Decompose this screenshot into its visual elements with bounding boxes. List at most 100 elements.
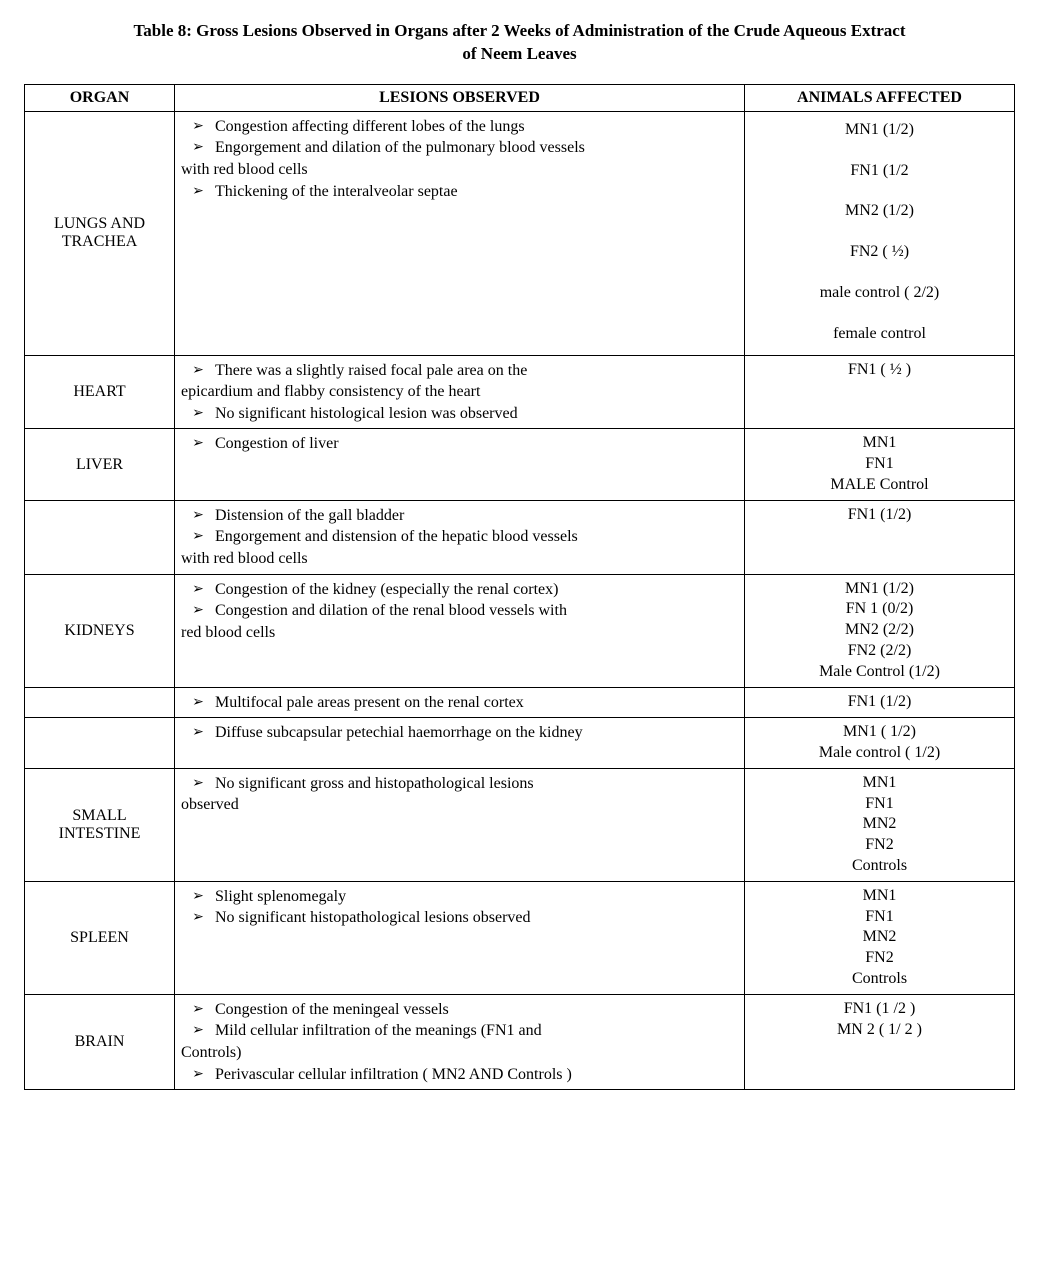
animals-cell: FN1 (1/2) (745, 687, 1015, 718)
lesion-continuation-line: red blood cells (181, 622, 738, 644)
animal-affected: male control ( 2/2) (751, 283, 1008, 304)
lesion-text: with red blood cells (181, 159, 738, 181)
organ-cell: BRAIN (25, 994, 175, 1089)
lesion-text: No significant histological lesion was o… (215, 403, 738, 425)
lesions-cell: ➢Congestion affecting different lobes of… (175, 111, 745, 355)
lesion-continuation-line: observed (181, 794, 738, 816)
table-row: BRAIN➢Congestion of the meningeal vessel… (25, 994, 1015, 1089)
animal-affected: FN1 (751, 454, 1008, 475)
bullet-icon: ➢ (181, 999, 215, 1018)
lesion-text: Thickening of the interalveolar septae (215, 181, 738, 203)
table-body: LUNGS AND TRACHEA➢Congestion affecting d… (25, 111, 1015, 1089)
lesion-text: Slight splenomegaly (215, 886, 738, 908)
organ-cell: SPLEEN (25, 881, 175, 994)
lesion-bullet-line: ➢Congestion of the kidney (especially th… (181, 579, 738, 601)
table-row: ➢Multifocal pale areas present on the re… (25, 687, 1015, 718)
lesions-cell: ➢Diffuse subcapsular petechial haemorrha… (175, 718, 745, 769)
bullet-icon: ➢ (181, 907, 215, 926)
table-row: ➢Distension of the gall bladder➢Engorgem… (25, 500, 1015, 574)
lesion-bullet-line: ➢Multifocal pale areas present on the re… (181, 692, 738, 714)
bullet-icon: ➢ (181, 579, 215, 598)
lesion-text: Engorgement and dilation of the pulmonar… (215, 137, 738, 159)
animal-affected: MN1 ( 1/2) (751, 722, 1008, 743)
animal-affected: MN1 (751, 433, 1008, 454)
bullet-icon: ➢ (181, 403, 215, 422)
lesion-text: Distension of the gall bladder (215, 505, 738, 527)
lesion-text: Engorgement and distension of the hepati… (215, 526, 738, 548)
animals-cell: FN1 (1 /2 )MN 2 ( 1/ 2 ) (745, 994, 1015, 1089)
lesions-cell: ➢Multifocal pale areas present on the re… (175, 687, 745, 718)
lesion-bullet-line: ➢No significant histopathological lesion… (181, 907, 738, 929)
animal-affected: FN 1 (0/2) (751, 599, 1008, 620)
lesion-text: Congestion affecting different lobes of … (215, 116, 738, 138)
animals-cell: MN1 ( 1/2)Male control ( 1/2) (745, 718, 1015, 769)
bullet-icon: ➢ (181, 505, 215, 524)
animals-cell: MN1FN1MN2FN2Controls (745, 768, 1015, 881)
lesion-bullet-line: ➢Slight splenomegaly (181, 886, 738, 908)
animal-affected: MN1 (751, 886, 1008, 907)
lesion-text: epicardium and flabby consistency of the… (181, 381, 738, 403)
lesion-text: with red blood cells (181, 548, 738, 570)
animal-affected: female control (751, 324, 1008, 345)
bullet-icon: ➢ (181, 773, 215, 792)
organ-cell (25, 718, 175, 769)
lesion-bullet-line: ➢Mild cellular infiltration of the meani… (181, 1020, 738, 1042)
lesion-bullet-line: ➢No significant histological lesion was … (181, 403, 738, 425)
lesion-bullet-line: ➢Congestion affecting different lobes of… (181, 116, 738, 138)
animals-cell: MN1FN1MALE Control (745, 429, 1015, 500)
header-organ: ORGAN (25, 84, 175, 111)
bullet-icon: ➢ (181, 181, 215, 200)
organ-cell (25, 500, 175, 574)
lesion-text: Congestion of liver (215, 433, 738, 455)
animal-affected: MN2 (1/2) (751, 201, 1008, 222)
animals-cell: MN1FN1MN2FN2Controls (745, 881, 1015, 994)
lesion-continuation-line: epicardium and flabby consistency of the… (181, 381, 738, 403)
lesions-cell: ➢Congestion of liver (175, 429, 745, 500)
animal-affected: FN1 ( ½ ) (751, 360, 1008, 381)
bullet-icon: ➢ (181, 692, 215, 711)
lesion-text: Congestion of the meningeal vessels (215, 999, 738, 1021)
animal-affected: MN2 (751, 814, 1008, 835)
organ-cell: KIDNEYS (25, 574, 175, 687)
lesion-continuation-line: with red blood cells (181, 548, 738, 570)
bullet-icon: ➢ (181, 722, 215, 741)
lesion-text: Controls) (181, 1042, 738, 1064)
lesion-bullet-line: ➢Perivascular cellular infiltration ( MN… (181, 1064, 738, 1086)
lesion-text: Congestion and dilation of the renal blo… (215, 600, 738, 622)
lesions-table: ORGAN LESIONS OBSERVED ANIMALS AFFECTED … (24, 84, 1015, 1090)
bullet-icon: ➢ (181, 1064, 215, 1083)
organ-cell: SMALL INTESTINE (25, 768, 175, 881)
table-row: LUNGS AND TRACHEA➢Congestion affecting d… (25, 111, 1015, 355)
lesion-text: No significant gross and histopathologic… (215, 773, 738, 795)
lesion-bullet-line: ➢Thickening of the interalveolar septae (181, 181, 738, 203)
animal-affected: FN2 ( ½) (751, 242, 1008, 263)
title-line1: Table 8: Gross Lesions Observed in Organ… (134, 21, 906, 40)
bullet-icon: ➢ (181, 116, 215, 135)
lesion-bullet-line: ➢Congestion of the meningeal vessels (181, 999, 738, 1021)
animal-affected: MALE Control (751, 475, 1008, 496)
animals-cell: FN1 (1/2) (745, 500, 1015, 574)
table-title: Table 8: Gross Lesions Observed in Organ… (24, 20, 1015, 66)
animal-affected: MN1 (751, 773, 1008, 794)
table-row: ➢Diffuse subcapsular petechial haemorrha… (25, 718, 1015, 769)
lesion-text: No significant histopathological lesions… (215, 907, 738, 929)
organ-cell: LIVER (25, 429, 175, 500)
animal-affected: MN2 (2/2) (751, 620, 1008, 641)
lesion-bullet-line: ➢Diffuse subcapsular petechial haemorrha… (181, 722, 738, 744)
lesion-text: red blood cells (181, 622, 738, 644)
animals-cell: MN1 (1/2)FN1 (1/2MN2 (1/2)FN2 ( ½)male c… (745, 111, 1015, 355)
bullet-icon: ➢ (181, 433, 215, 452)
animal-affected: FN1 (1/2) (751, 692, 1008, 713)
bullet-icon: ➢ (181, 526, 215, 545)
lesions-cell: ➢Congestion of the meningeal vessels➢Mil… (175, 994, 745, 1089)
table-row: LIVER➢Congestion of liverMN1FN1MALE Cont… (25, 429, 1015, 500)
lesion-text: Multifocal pale areas present on the ren… (215, 692, 738, 714)
lesion-text: observed (181, 794, 738, 816)
lesions-cell: ➢Congestion of the kidney (especially th… (175, 574, 745, 687)
table-header-row: ORGAN LESIONS OBSERVED ANIMALS AFFECTED (25, 84, 1015, 111)
lesion-bullet-line: ➢Engorgement and dilation of the pulmona… (181, 137, 738, 159)
bullet-icon: ➢ (181, 137, 215, 156)
lesion-bullet-line: ➢There was a slightly raised focal pale … (181, 360, 738, 382)
animal-affected: FN2 (2/2) (751, 641, 1008, 662)
animal-affected: FN1 (1 /2 ) (751, 999, 1008, 1020)
